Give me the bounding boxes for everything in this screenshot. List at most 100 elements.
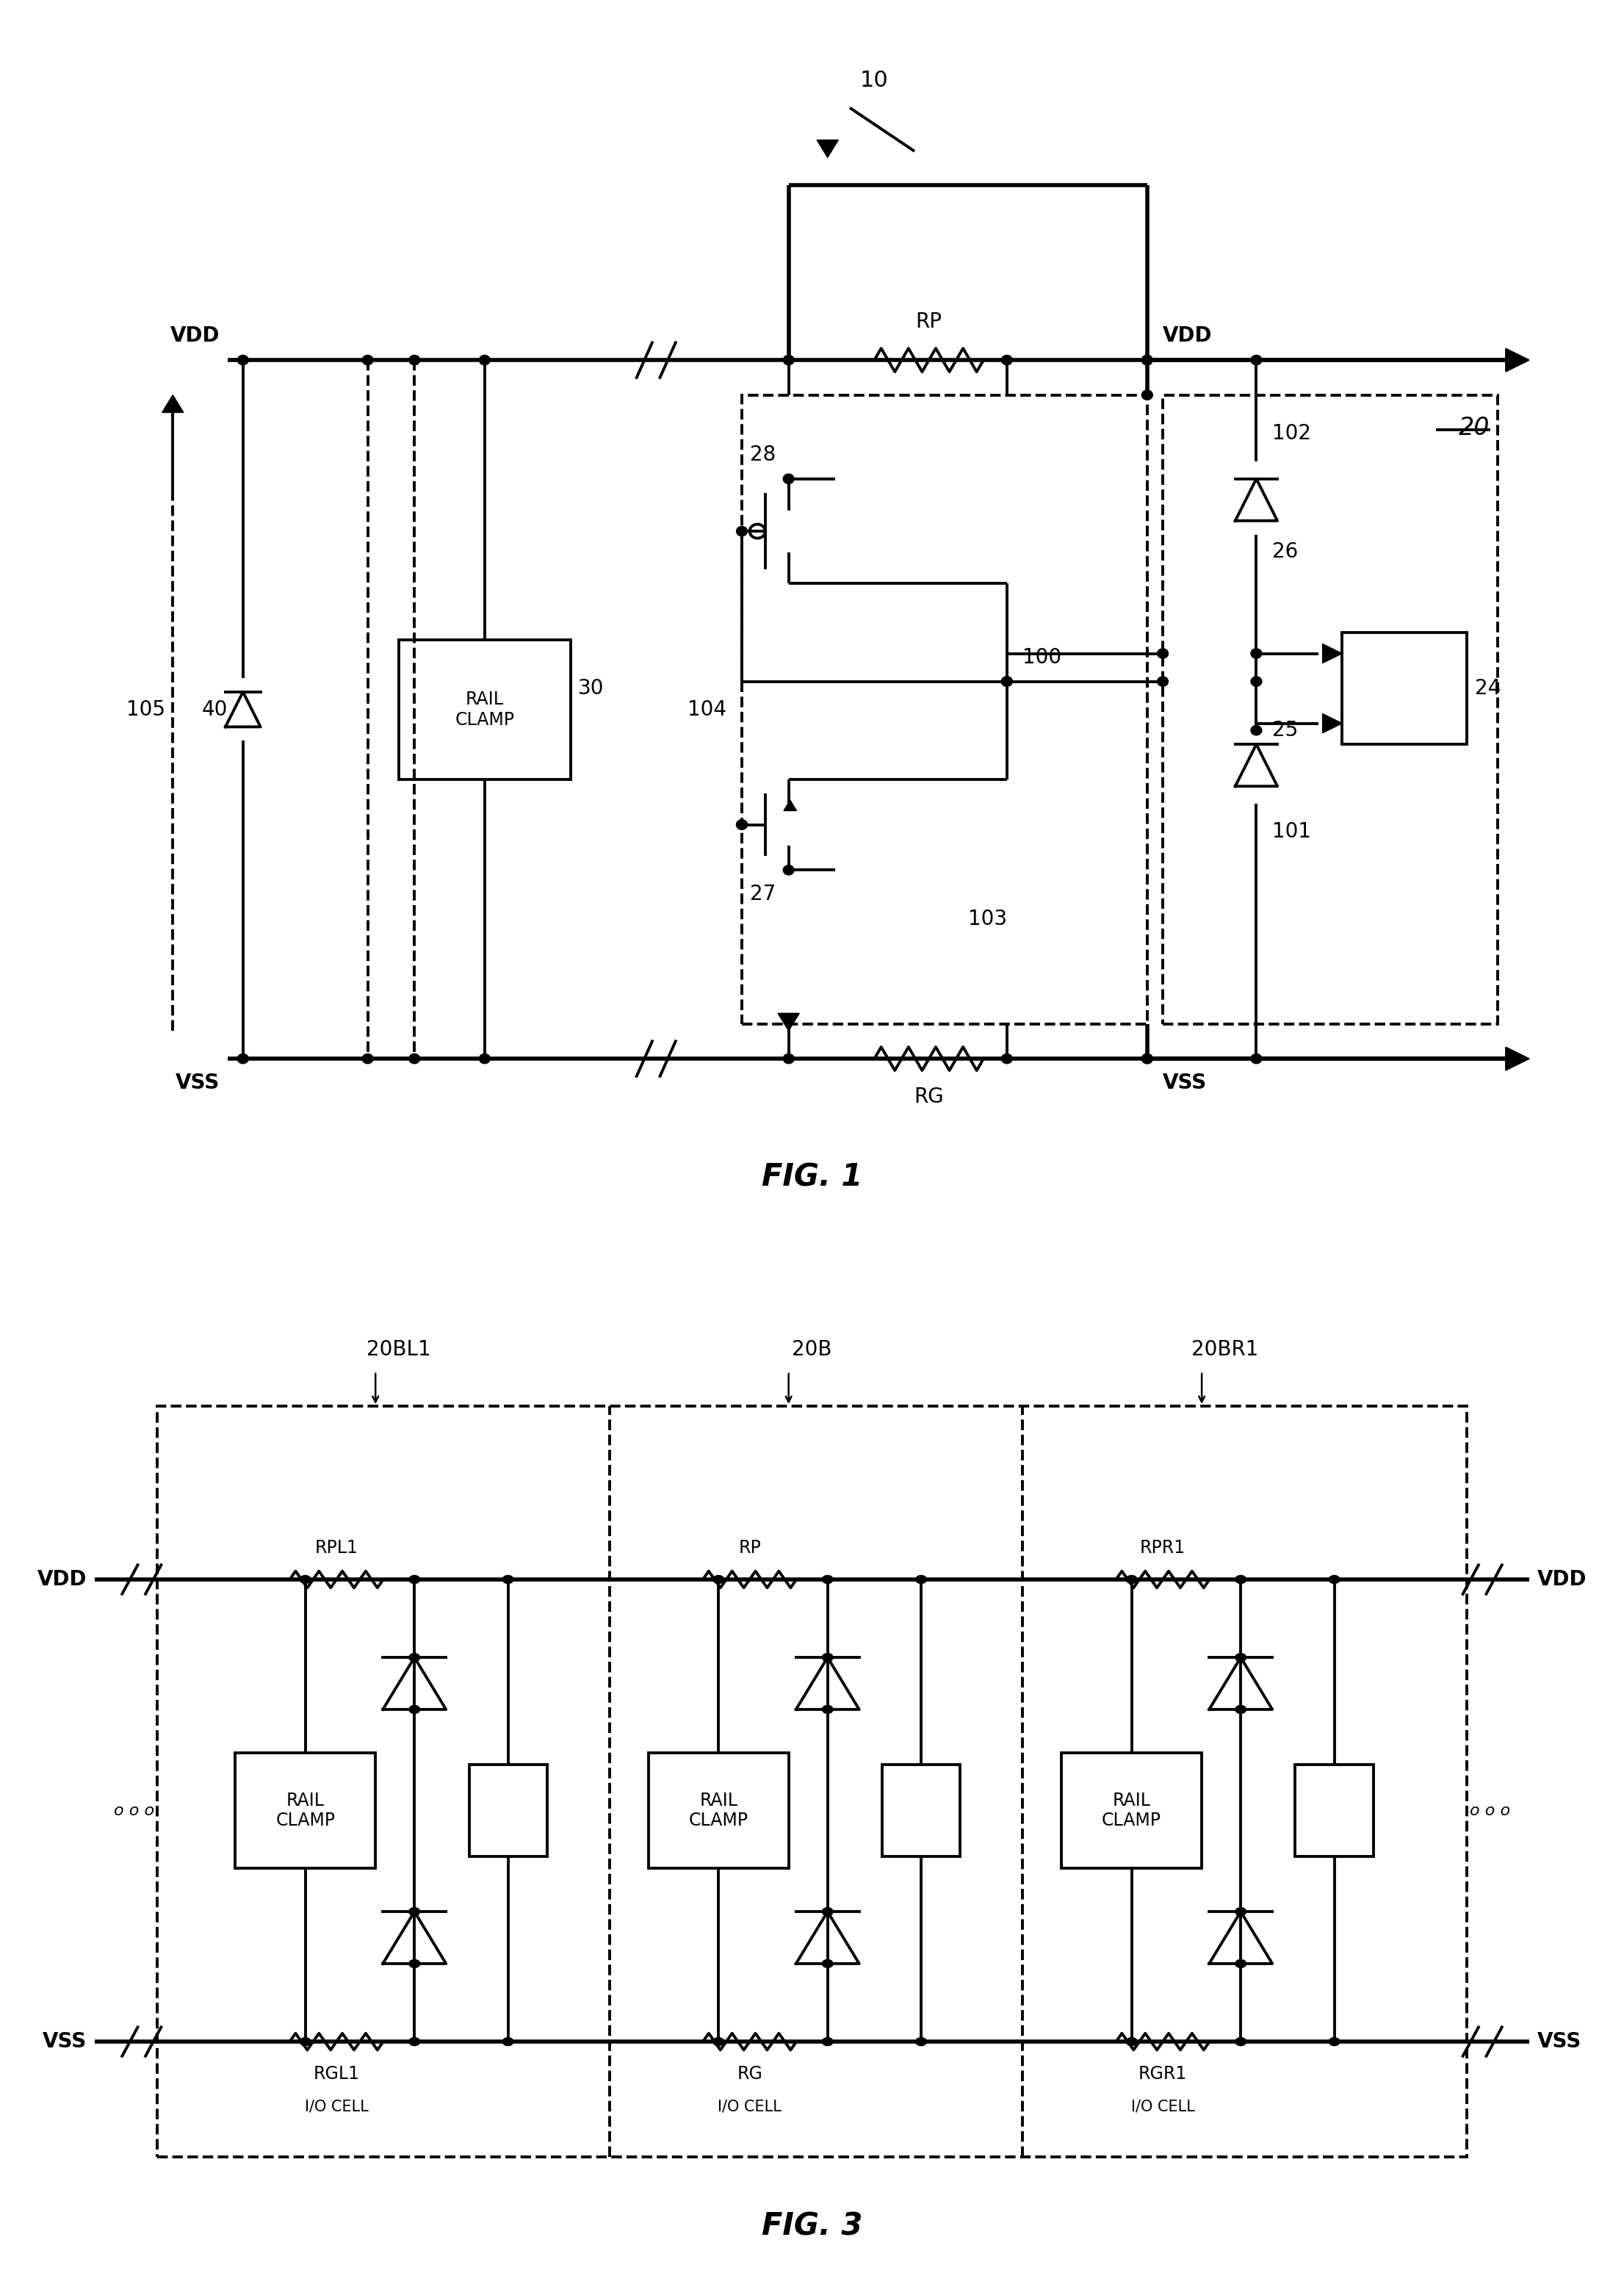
Polygon shape bbox=[1505, 1046, 1530, 1071]
Text: 26: 26 bbox=[1272, 541, 1298, 562]
Bar bbox=[742, 395, 1147, 1023]
Text: VDD: VDD bbox=[171, 327, 219, 347]
Circle shape bbox=[1158, 676, 1168, 685]
Text: 28: 28 bbox=[750, 445, 776, 466]
Text: RG: RG bbox=[914, 1087, 944, 1108]
Text: VSS: VSS bbox=[42, 2030, 88, 2051]
Circle shape bbox=[736, 820, 747, 829]
Text: 20B: 20B bbox=[793, 1338, 831, 1359]
Circle shape bbox=[1236, 1576, 1246, 1583]
Circle shape bbox=[409, 1706, 421, 1713]
Circle shape bbox=[479, 1053, 490, 1064]
Text: I/O CELL: I/O CELL bbox=[718, 2099, 781, 2115]
Circle shape bbox=[916, 2037, 927, 2046]
Text: o o o: o o o bbox=[114, 1802, 154, 1818]
Text: 102: 102 bbox=[1272, 423, 1311, 443]
Text: RAIL
CLAMP: RAIL CLAMP bbox=[1101, 1791, 1161, 1829]
Circle shape bbox=[409, 1576, 421, 1583]
Text: VSS: VSS bbox=[1536, 2030, 1582, 2051]
Circle shape bbox=[783, 475, 794, 484]
Text: RAIL
CLAMP: RAIL CLAMP bbox=[455, 690, 515, 729]
Bar bbox=[1062, 1752, 1202, 1868]
Circle shape bbox=[1236, 2037, 1246, 2046]
Circle shape bbox=[409, 1907, 421, 1916]
Circle shape bbox=[1250, 1053, 1262, 1064]
Text: 104: 104 bbox=[687, 699, 726, 719]
Circle shape bbox=[822, 1654, 833, 1660]
Text: 30: 30 bbox=[578, 678, 604, 699]
Text: 27: 27 bbox=[750, 884, 776, 904]
Circle shape bbox=[362, 356, 374, 365]
Circle shape bbox=[409, 2037, 421, 2046]
Circle shape bbox=[1142, 356, 1153, 365]
Circle shape bbox=[1002, 356, 1012, 365]
Polygon shape bbox=[1322, 644, 1341, 662]
Circle shape bbox=[1142, 391, 1153, 400]
Polygon shape bbox=[817, 139, 838, 158]
Text: 24: 24 bbox=[1475, 678, 1501, 699]
Bar bbox=[1163, 395, 1497, 1023]
Bar bbox=[1296, 1763, 1374, 1857]
Polygon shape bbox=[1505, 349, 1530, 372]
Circle shape bbox=[1125, 1576, 1137, 1583]
Circle shape bbox=[1002, 676, 1012, 685]
Circle shape bbox=[1142, 1053, 1153, 1064]
Bar bbox=[648, 1752, 789, 1868]
Bar bbox=[158, 1407, 1466, 2156]
Circle shape bbox=[1236, 1907, 1246, 1916]
Text: RGR1: RGR1 bbox=[1138, 2065, 1187, 2083]
Text: RPL1: RPL1 bbox=[315, 1539, 359, 1555]
Text: 25: 25 bbox=[1272, 719, 1298, 740]
Circle shape bbox=[1142, 356, 1153, 365]
Circle shape bbox=[822, 1576, 833, 1583]
Circle shape bbox=[409, 356, 421, 365]
Text: I/O CELL: I/O CELL bbox=[1130, 2099, 1195, 2115]
Text: VDD: VDD bbox=[37, 1569, 88, 1590]
Circle shape bbox=[783, 1053, 794, 1064]
Text: 105: 105 bbox=[127, 699, 166, 719]
Text: 100: 100 bbox=[1023, 646, 1062, 667]
Circle shape bbox=[736, 820, 747, 829]
Circle shape bbox=[822, 1960, 833, 1969]
Text: VSS: VSS bbox=[1163, 1073, 1207, 1094]
Circle shape bbox=[1236, 1706, 1246, 1713]
Circle shape bbox=[822, 1706, 833, 1713]
Bar bbox=[882, 1763, 960, 1857]
Circle shape bbox=[1250, 726, 1262, 735]
Circle shape bbox=[300, 1576, 310, 1583]
Text: 10: 10 bbox=[861, 71, 888, 91]
Circle shape bbox=[362, 1053, 374, 1064]
Circle shape bbox=[736, 525, 747, 537]
Circle shape bbox=[916, 1576, 927, 1583]
Text: 40: 40 bbox=[201, 699, 227, 719]
Circle shape bbox=[409, 1654, 421, 1660]
Text: 20: 20 bbox=[1458, 416, 1491, 441]
Circle shape bbox=[237, 1053, 248, 1064]
Circle shape bbox=[502, 1576, 513, 1583]
Text: 101: 101 bbox=[1272, 822, 1311, 843]
Circle shape bbox=[783, 356, 794, 365]
Circle shape bbox=[1125, 2037, 1137, 2046]
Bar bbox=[1341, 633, 1466, 745]
Text: VSS: VSS bbox=[175, 1073, 219, 1094]
Text: 20BR1: 20BR1 bbox=[1192, 1338, 1259, 1359]
Polygon shape bbox=[1505, 1046, 1530, 1071]
Polygon shape bbox=[784, 799, 797, 811]
Text: RGL1: RGL1 bbox=[313, 2065, 359, 2083]
Text: RG: RG bbox=[737, 2065, 762, 2083]
Text: 103: 103 bbox=[968, 909, 1007, 930]
Circle shape bbox=[822, 1907, 833, 1916]
Text: RAIL
CLAMP: RAIL CLAMP bbox=[276, 1791, 335, 1829]
Text: RPR1: RPR1 bbox=[1140, 1539, 1186, 1555]
Circle shape bbox=[1236, 1960, 1246, 1969]
Text: FIG. 3: FIG. 3 bbox=[762, 2211, 862, 2243]
Text: VDD: VDD bbox=[1536, 1569, 1587, 1590]
Circle shape bbox=[479, 356, 490, 365]
Bar bbox=[400, 640, 570, 779]
Circle shape bbox=[783, 866, 794, 875]
Circle shape bbox=[1250, 356, 1262, 365]
Text: RP: RP bbox=[916, 311, 942, 331]
Circle shape bbox=[1328, 2037, 1340, 2046]
Polygon shape bbox=[1505, 349, 1530, 372]
Circle shape bbox=[1328, 1576, 1340, 1583]
